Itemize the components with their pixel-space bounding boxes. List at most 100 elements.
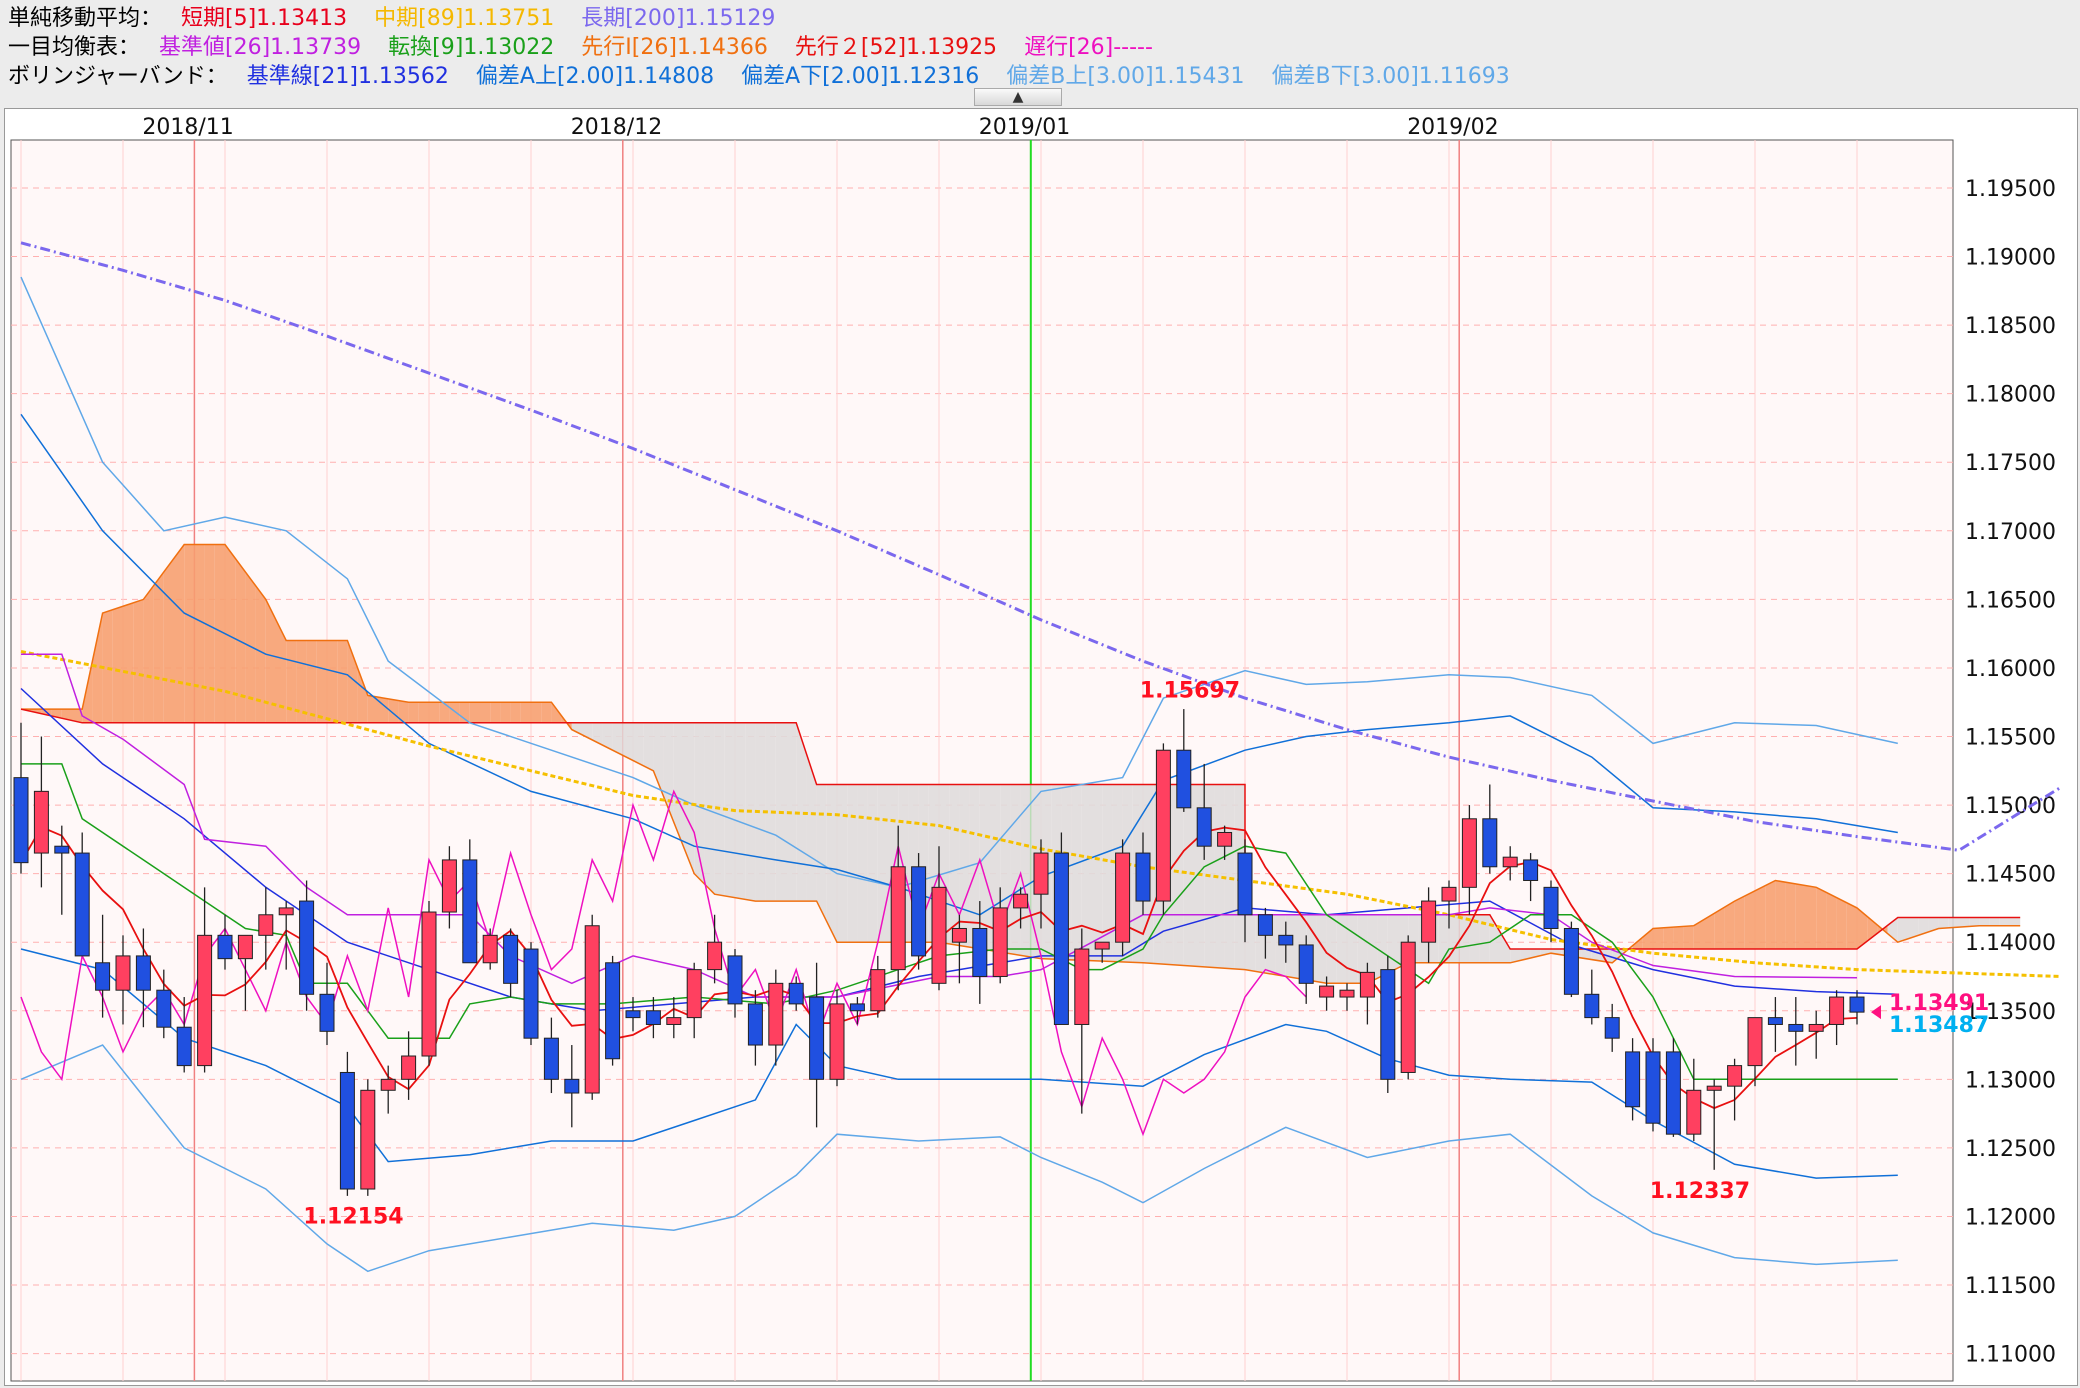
- candle-body: [1196, 807, 1212, 847]
- candle-body: [870, 969, 886, 1012]
- y-tick-label: 1.13500: [1965, 1000, 2056, 1025]
- candle-down: [1176, 709, 1192, 812]
- legend-collapse-button[interactable]: ▲: [974, 88, 1062, 106]
- candle-body: [523, 948, 539, 1039]
- candle-body: [217, 934, 233, 960]
- kumo-cloud-segment: [643, 722, 654, 771]
- y-tick-label: 1.17000: [1965, 520, 2056, 545]
- kumo-cloud-segment: [1785, 882, 1796, 950]
- kumo-cloud-segment: [112, 606, 123, 723]
- candle-body: [1421, 900, 1437, 943]
- kumo-cloud-segment: [1469, 914, 1480, 963]
- candle-down: [543, 1017, 559, 1094]
- candle-body: [625, 1010, 641, 1019]
- y-tick-label: 1.14500: [1965, 863, 2056, 888]
- kumo-cloud-segment: [704, 722, 715, 895]
- kumo-cloud-segment: [1734, 895, 1745, 950]
- candle-up: [401, 1031, 417, 1100]
- candle-body: [747, 1003, 763, 1046]
- kumo-cloud-segment: [949, 784, 960, 946]
- candle-up: [115, 935, 131, 1025]
- kumo-cloud-segment: [1826, 892, 1837, 950]
- candle-body: [299, 900, 315, 995]
- candle-body: [564, 1078, 580, 1094]
- candle-body: [1135, 852, 1151, 902]
- candle-down: [1543, 880, 1559, 943]
- candle-up: [584, 914, 600, 1100]
- kumo-cloud-segment: [1908, 917, 1919, 939]
- kumo-cloud-segment: [235, 558, 246, 723]
- candle-body: [1829, 996, 1845, 1025]
- candle-body: [1257, 914, 1273, 936]
- candle-down: [1767, 997, 1783, 1052]
- kumo-cloud-segment: [1540, 949, 1551, 956]
- legend-label-sma: 単純移動平均：: [8, 6, 163, 31]
- candle-down: [972, 901, 988, 1004]
- candle-down: [1237, 839, 1253, 943]
- candle-body: [1604, 1017, 1620, 1039]
- candle-down: [339, 1051, 355, 1196]
- x-tick-label: 2018/11: [142, 115, 233, 140]
- candle-body: [1686, 1089, 1702, 1135]
- candle-down: [645, 997, 661, 1039]
- candle-up: [278, 901, 294, 970]
- chart-panel[interactable]: 1.11000 1.11500 1.12000 1.12500 1.13000 1.135…: [4, 108, 2078, 1386]
- kumo-cloud-segment: [327, 640, 338, 723]
- candle-body: [829, 1003, 845, 1080]
- legend-bollinger-b-upper: 偏差B上[3.00]1.15431: [1006, 64, 1245, 89]
- kumo-cloud-segment: [1999, 917, 2010, 926]
- y-tick-label: 1.18500: [1965, 314, 2056, 339]
- kumo-cloud-segment: [1693, 919, 1704, 950]
- kumo-cloud-segment: [633, 722, 644, 766]
- candle-body: [115, 955, 131, 991]
- candlestick-chart[interactable]: 1.11000 1.11500 1.12000 1.12500 1.13000 1.135…: [5, 109, 2077, 1385]
- candle-body: [1298, 944, 1314, 984]
- kumo-cloud-segment: [1979, 917, 1990, 926]
- y-tick-label: 1.12000: [1965, 1205, 2056, 1230]
- candle-down: [1563, 921, 1579, 998]
- kumo-cloud-segment: [316, 640, 327, 723]
- candle-down: [1196, 763, 1212, 860]
- kumo-cloud-segment: [1806, 885, 1817, 950]
- current-price-tag: 1.13487: [1889, 1013, 1989, 1038]
- candle-up: [992, 887, 1008, 984]
- kumo-cloud-segment: [551, 702, 562, 723]
- candle-body: [1502, 856, 1518, 868]
- kumo-cloud-segment: [490, 702, 501, 723]
- candle-body: [849, 1003, 865, 1012]
- candle-down: [1584, 969, 1600, 1025]
- candle-down: [1665, 1038, 1681, 1137]
- kumo-cloud-segment: [541, 702, 552, 723]
- kumo-cloud-segment: [816, 784, 827, 922]
- candle-down: [176, 997, 192, 1073]
- kumo-cloud-segment: [1673, 926, 1684, 950]
- kumo-cloud-segment: [969, 784, 980, 949]
- plot-area: [10, 139, 1954, 1382]
- candle-body: [1788, 1023, 1804, 1032]
- candle-body: [727, 955, 743, 1005]
- kumo-cloud-segment: [265, 599, 276, 723]
- kumo-cloud-segment: [1500, 932, 1511, 963]
- kumo-cloud-segment: [1969, 917, 1980, 927]
- candle-body: [1706, 1085, 1722, 1091]
- candle-body: [768, 982, 784, 1046]
- candle-body: [1808, 1023, 1824, 1032]
- kumo-cloud-segment: [1663, 927, 1674, 950]
- candle-down: [523, 942, 539, 1046]
- candle-up: [441, 846, 457, 929]
- candle-up: [1421, 887, 1437, 963]
- kumo-cloud-segment: [1714, 907, 1725, 950]
- candle-body: [1461, 818, 1477, 888]
- candle-down: [1380, 955, 1396, 1094]
- kumo-cloud-segment: [1989, 917, 2000, 926]
- candle-down: [727, 949, 743, 1018]
- kumo-cloud-segment: [245, 571, 256, 723]
- candle-down: [74, 832, 90, 957]
- kumo-cloud-segment: [1183, 784, 1194, 967]
- candle-up: [258, 887, 274, 970]
- candle-body: [1278, 934, 1294, 946]
- kumo-cloud-segment: [296, 640, 307, 723]
- legend-bollinger-mid: 基準線[21]1.13562: [246, 64, 449, 89]
- candle-body: [972, 927, 988, 977]
- kumo-cloud-segment: [1071, 784, 1082, 961]
